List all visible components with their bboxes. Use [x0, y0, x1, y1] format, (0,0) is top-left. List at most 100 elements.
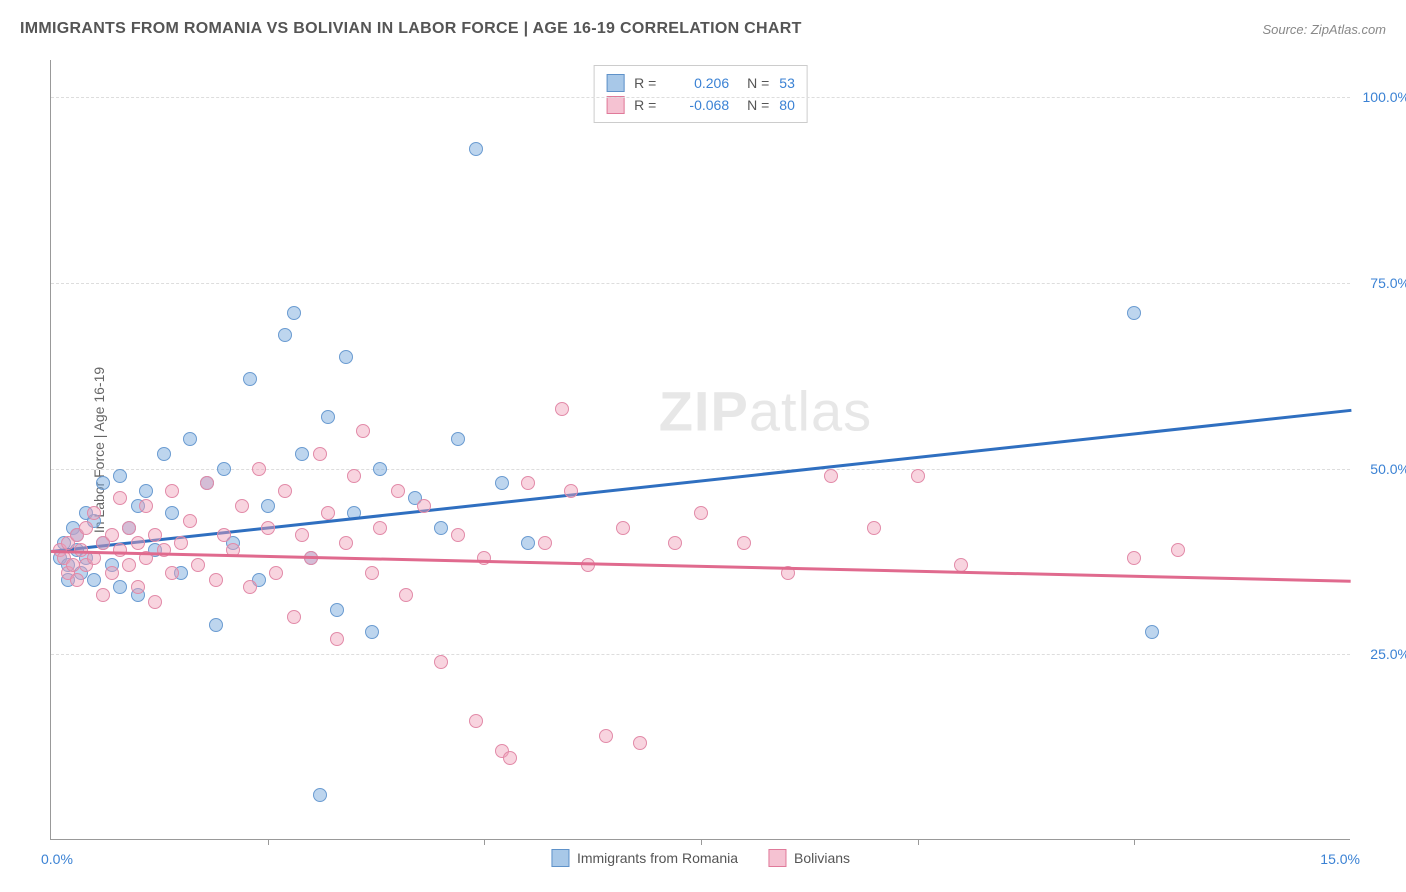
legend-series-item: Bolivians	[768, 849, 850, 867]
data-point	[235, 499, 249, 513]
data-point	[261, 499, 275, 513]
data-point	[313, 447, 327, 461]
data-point	[365, 566, 379, 580]
data-point	[295, 528, 309, 542]
data-point	[243, 372, 257, 386]
data-point	[564, 484, 578, 498]
data-point	[105, 566, 119, 580]
data-point	[122, 558, 136, 572]
r-value: 0.206	[674, 75, 729, 91]
chart-header: IMMIGRANTS FROM ROMANIA VS BOLIVIAN IN L…	[20, 20, 1386, 38]
r-label: R =	[634, 97, 664, 113]
data-point	[321, 506, 335, 520]
x-tick	[701, 839, 702, 845]
data-point	[321, 410, 335, 424]
data-point	[365, 625, 379, 639]
data-point	[131, 536, 145, 550]
x-tick	[268, 839, 269, 845]
data-point	[191, 558, 205, 572]
data-point	[339, 350, 353, 364]
trend-line	[51, 409, 1351, 553]
data-point	[183, 514, 197, 528]
data-point	[633, 736, 647, 750]
data-point	[157, 447, 171, 461]
data-point	[243, 580, 257, 594]
data-point	[148, 528, 162, 542]
data-point	[668, 536, 682, 550]
n-label: N =	[747, 75, 769, 91]
data-point	[581, 558, 595, 572]
y-tick-label: 75.0%	[1370, 275, 1406, 291]
r-value: -0.068	[674, 97, 729, 113]
data-point	[105, 528, 119, 542]
data-point	[209, 618, 223, 632]
data-point	[373, 521, 387, 535]
data-point	[521, 536, 535, 550]
data-point	[399, 588, 413, 602]
data-point	[287, 306, 301, 320]
plot-area: In Labor Force | Age 16-19 0.0% 15.0% R …	[50, 60, 1350, 840]
data-point	[391, 484, 405, 498]
y-tick-label: 25.0%	[1370, 646, 1406, 662]
legend-row: R = 0.206 N = 53	[606, 72, 795, 94]
legend-swatch	[768, 849, 786, 867]
data-point	[373, 462, 387, 476]
data-point	[209, 573, 223, 587]
legend-swatch	[606, 96, 624, 114]
data-point	[217, 462, 231, 476]
data-point	[278, 484, 292, 498]
data-point	[737, 536, 751, 550]
data-point	[538, 536, 552, 550]
x-axis-min-label: 0.0%	[41, 851, 73, 867]
data-point	[434, 521, 448, 535]
chart-source: Source: ZipAtlas.com	[1262, 22, 1386, 37]
watermark: ZIPatlas	[659, 378, 872, 443]
data-point	[66, 558, 80, 572]
data-point	[451, 528, 465, 542]
data-point	[434, 655, 448, 669]
correlation-legend: R =0.206N =53R =-0.068N =80	[593, 65, 808, 123]
chart-title: IMMIGRANTS FROM ROMANIA VS BOLIVIAN IN L…	[20, 20, 802, 38]
data-point	[165, 506, 179, 520]
data-point	[87, 506, 101, 520]
legend-swatch	[606, 74, 624, 92]
data-point	[555, 402, 569, 416]
n-value: 80	[779, 97, 795, 113]
data-point	[131, 580, 145, 594]
gridline	[51, 654, 1350, 655]
data-point	[451, 432, 465, 446]
data-point	[330, 632, 344, 646]
gridline	[51, 469, 1350, 470]
data-point	[96, 588, 110, 602]
data-point	[1127, 306, 1141, 320]
legend-series-name: Immigrants from Romania	[577, 850, 738, 866]
x-tick	[918, 839, 919, 845]
data-point	[339, 536, 353, 550]
data-point	[217, 528, 231, 542]
data-point	[469, 714, 483, 728]
data-point	[417, 499, 431, 513]
data-point	[269, 566, 283, 580]
r-label: R =	[634, 75, 664, 91]
data-point	[174, 536, 188, 550]
trend-line	[51, 550, 1351, 582]
data-point	[599, 729, 613, 743]
legend-series-item: Immigrants from Romania	[551, 849, 738, 867]
data-point	[867, 521, 881, 535]
data-point	[495, 476, 509, 490]
data-point	[477, 551, 491, 565]
n-value: 53	[779, 75, 795, 91]
data-point	[113, 469, 127, 483]
data-point	[1145, 625, 1159, 639]
data-point	[261, 521, 275, 535]
data-point	[911, 469, 925, 483]
data-point	[165, 566, 179, 580]
data-point	[139, 499, 153, 513]
data-point	[113, 491, 127, 505]
data-point	[521, 476, 535, 490]
data-point	[313, 788, 327, 802]
data-point	[330, 603, 344, 617]
x-tick	[1134, 839, 1135, 845]
data-point	[278, 328, 292, 342]
data-point	[87, 573, 101, 587]
